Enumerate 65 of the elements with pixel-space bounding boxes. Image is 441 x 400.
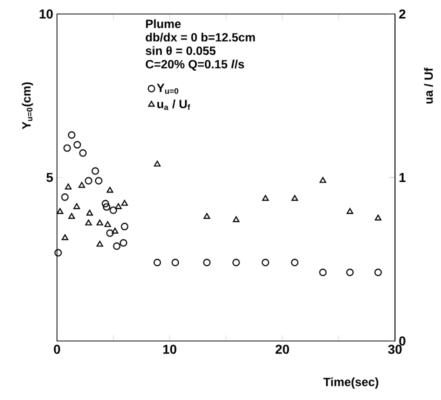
point [112, 242, 120, 250]
point [232, 258, 240, 266]
point [79, 149, 87, 157]
y-axis-title: Y$_{u=0}$(cm) [22, 82, 34, 130]
point [154, 258, 162, 266]
annotation: db/dx = 0 b=12.5cm [146, 32, 255, 42]
legend-label: Y$_{u=0}$ [156, 84, 178, 94]
point [346, 268, 354, 276]
point [115, 203, 122, 210]
point [110, 206, 118, 214]
point [262, 195, 269, 201]
annotation: Plume [146, 19, 181, 28]
point [232, 216, 240, 222]
x-tick-label: 10 [163, 344, 176, 354]
y2-tick-label: 0 [399, 336, 406, 346]
point [104, 221, 112, 228]
point [96, 220, 104, 226]
point [346, 208, 354, 214]
point [290, 258, 298, 266]
point [54, 248, 62, 256]
point [96, 240, 104, 247]
point [56, 208, 64, 214]
annotation: sin θ = 0.055 [146, 46, 216, 55]
legend-label: u$_{a}$ / U$_{f}$ [157, 99, 190, 110]
y2-axis-title: ua / Uf [424, 68, 433, 104]
point [62, 234, 68, 240]
y-tick-label: 5 [46, 172, 53, 182]
annotation: C=20% Q=0.15 l/s [146, 60, 244, 71]
point [68, 213, 75, 219]
point [106, 186, 114, 193]
point [68, 131, 76, 139]
x-axis-title: Time(sec) [323, 377, 378, 389]
point [291, 195, 298, 201]
point [121, 200, 128, 206]
x-tick-label: 20 [276, 344, 290, 354]
point [320, 177, 326, 183]
point [374, 214, 382, 221]
point [120, 239, 128, 247]
point [63, 144, 71, 152]
point [102, 200, 110, 208]
point [84, 177, 92, 185]
point [73, 203, 80, 210]
point [204, 213, 210, 219]
point [203, 258, 211, 266]
y2-tick-label: 1 [400, 173, 406, 182]
point [85, 220, 92, 226]
point [61, 193, 69, 201]
point [172, 258, 180, 266]
point [319, 268, 327, 276]
point [74, 141, 82, 149]
point [64, 184, 72, 190]
x-tick-label: 30 [388, 344, 402, 354]
point [374, 268, 382, 276]
point [154, 160, 161, 167]
point [92, 167, 100, 175]
point [94, 177, 102, 185]
point [78, 182, 86, 188]
x-tick-label: 0 [54, 344, 60, 354]
point [120, 222, 128, 230]
point [106, 229, 114, 237]
point [102, 203, 110, 211]
point [262, 258, 270, 266]
point [112, 228, 118, 234]
y2-tick-label: 2 [399, 9, 406, 19]
point [86, 210, 93, 216]
